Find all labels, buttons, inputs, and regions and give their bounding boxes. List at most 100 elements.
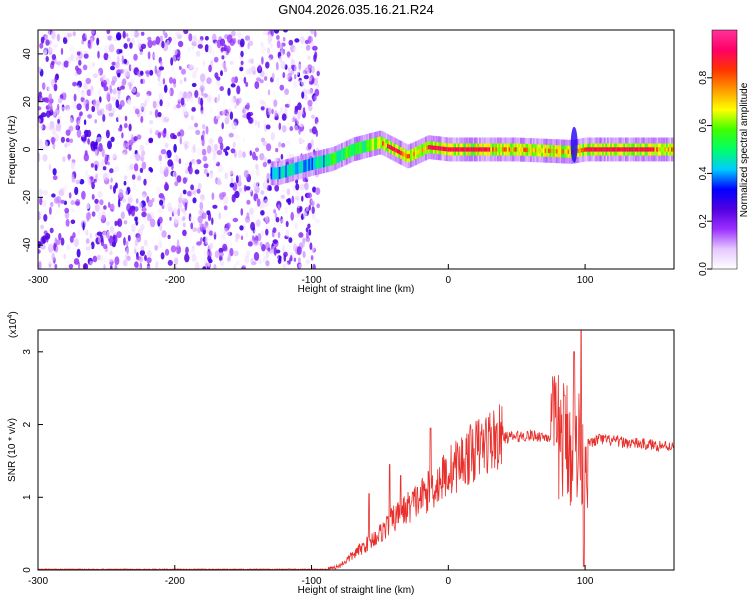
noise-cell (283, 30, 288, 33)
band-core (605, 147, 608, 152)
noise-cell (63, 184, 68, 192)
noise-cell (163, 84, 168, 94)
noise-cell (281, 113, 287, 121)
noise-cell (181, 197, 188, 203)
noise-cell (97, 211, 103, 221)
noise-cell (288, 237, 293, 244)
noise-cell (99, 199, 104, 206)
band-core (659, 147, 662, 152)
noise-cell (140, 102, 146, 111)
noise-cell (247, 241, 253, 247)
band-mid (306, 159, 309, 172)
noise-cell (124, 254, 128, 263)
noise-cell (123, 43, 128, 49)
noise-cell (230, 83, 236, 88)
noise-cell (52, 168, 57, 176)
noise-cell (100, 61, 104, 70)
noise-cell (287, 67, 291, 73)
noise-cell (107, 103, 112, 112)
band-core (539, 148, 542, 153)
noise-cell (235, 260, 240, 266)
noise-cell (102, 114, 106, 122)
band-mid (309, 158, 313, 171)
noise-cell (73, 258, 80, 265)
noise-cell (315, 220, 320, 228)
noise-cell (247, 43, 250, 50)
noise-cell (155, 36, 161, 45)
noise-cell (307, 55, 311, 60)
band-core (671, 147, 674, 152)
noise-cell (302, 107, 306, 114)
noise-cell (125, 68, 131, 78)
band-core (456, 147, 459, 152)
band-mid (308, 158, 311, 171)
noise-cell (127, 234, 131, 242)
noise-cell (110, 136, 115, 142)
noise-cell (145, 94, 150, 103)
noise-cell (96, 37, 100, 46)
noise-cell (49, 44, 52, 53)
noise-cell (251, 65, 256, 75)
noise-cell (274, 254, 279, 261)
noise-cell (311, 114, 316, 120)
noise-cell (95, 99, 101, 107)
band-core (441, 146, 444, 151)
band-core (497, 147, 500, 152)
noise-cell (280, 49, 286, 56)
noise-cell (131, 223, 136, 233)
noise-cell (67, 32, 73, 38)
band-core (433, 145, 436, 150)
noise-cell (49, 125, 53, 131)
band-core (669, 147, 672, 152)
noise-cell (201, 81, 206, 86)
noise-cell (38, 249, 41, 254)
noise-cell (38, 261, 42, 269)
band-core (600, 147, 603, 152)
band-core (595, 147, 598, 152)
noise-cell (250, 257, 254, 266)
noise-cell (39, 42, 44, 49)
tick-label: 0 (22, 567, 33, 573)
noise-cell (98, 142, 103, 152)
noise-cell (242, 137, 246, 143)
noise-cell (229, 60, 234, 65)
noise-cell (121, 55, 125, 65)
noise-cell (192, 144, 196, 153)
noise-cell (312, 263, 316, 269)
band-core (531, 148, 534, 153)
noise-cell (214, 143, 218, 151)
band-core (510, 147, 513, 152)
noise-cell (219, 142, 224, 151)
noise-cell (296, 69, 300, 76)
band-core (607, 147, 610, 152)
noise-cell (45, 110, 51, 118)
noise-cell (307, 132, 312, 138)
noise-cell (161, 230, 167, 238)
noise-cell (128, 123, 132, 132)
noise-cell (71, 176, 76, 183)
band-core (554, 149, 557, 154)
noise-cell (204, 235, 209, 245)
noise-cell (118, 49, 123, 54)
noise-cell (58, 129, 64, 135)
noise-cell (250, 187, 253, 193)
noise-cell (40, 36, 45, 44)
band-mid (372, 138, 375, 151)
noise-cell (74, 186, 79, 196)
noise-cell (188, 33, 193, 42)
noise-cell (179, 61, 185, 67)
noise-cell (132, 245, 137, 250)
band-mid (313, 157, 316, 170)
band-core (465, 147, 468, 152)
noise-cell (81, 91, 86, 99)
band-mid (286, 164, 290, 177)
band-mid (357, 142, 360, 155)
noise-cell (289, 126, 294, 132)
noise-cell (157, 111, 162, 118)
noise-cell (182, 208, 185, 215)
band-core (613, 147, 616, 152)
noise-cell (135, 153, 141, 162)
band-core (526, 147, 529, 153)
band-core (401, 151, 404, 156)
noise-cell (147, 36, 152, 41)
